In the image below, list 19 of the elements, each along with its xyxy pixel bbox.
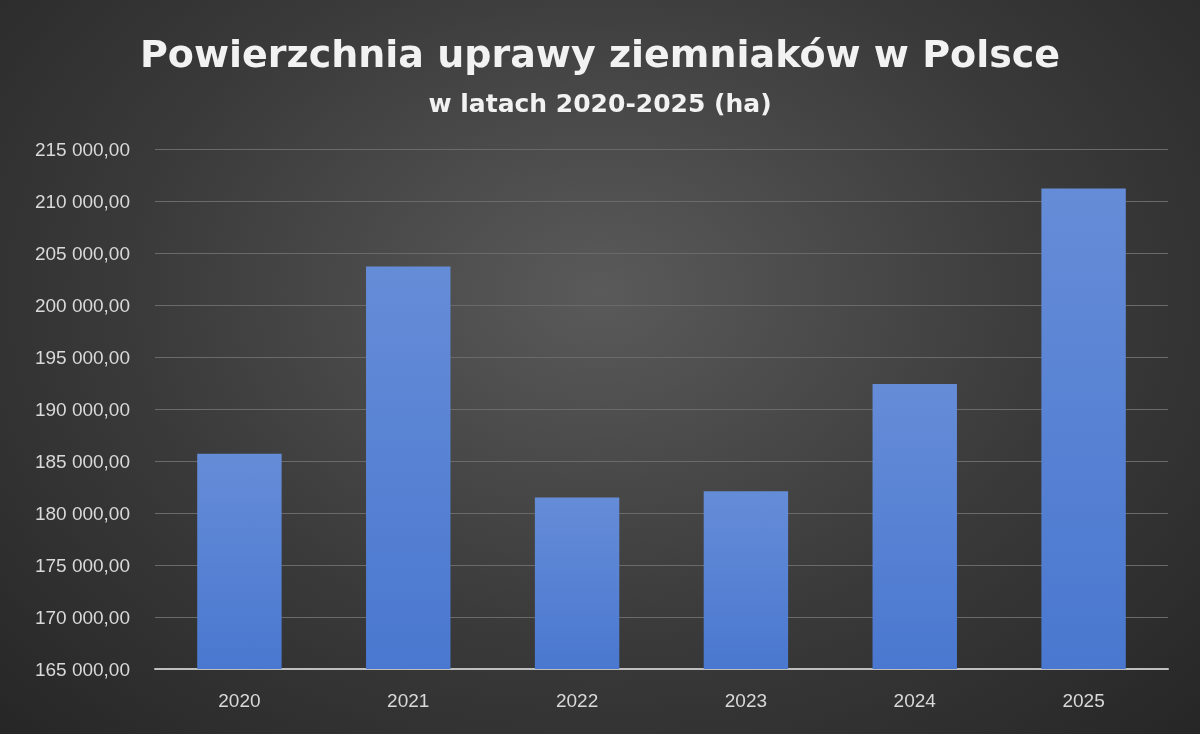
- x-tick-label: 2025: [1062, 690, 1105, 711]
- chart-title: Powierzchnia uprawy ziemniaków w Polsce: [139, 32, 1061, 76]
- x-tick-label: 2022: [555, 690, 599, 711]
- y-tick-label: 165 000,00: [34, 658, 130, 680]
- x-tick-label: 2023: [724, 690, 768, 711]
- y-tick-label: 180 000,00: [34, 502, 130, 524]
- y-tick-label: 175 000,00: [34, 554, 130, 576]
- y-tick-label: 215 000,00: [34, 138, 130, 160]
- x-tick-label: 2021: [387, 690, 430, 711]
- y-tick-label: 185 000,00: [34, 450, 130, 472]
- y-tick-label: 195 000,00: [34, 346, 130, 368]
- y-tick-label: 205 000,00: [34, 242, 130, 264]
- y-tick-label: 200 000,00: [34, 294, 130, 316]
- y-tick-label: 190 000,00: [34, 398, 130, 420]
- x-tick-label: 2020: [218, 690, 261, 711]
- x-tick-label: 2024: [893, 690, 937, 711]
- chart-subtitle: w latach 2020-2025 (ha): [428, 89, 772, 118]
- y-tick-label: 170 000,00: [34, 606, 130, 628]
- y-tick-label: 210 000,00: [34, 190, 130, 212]
